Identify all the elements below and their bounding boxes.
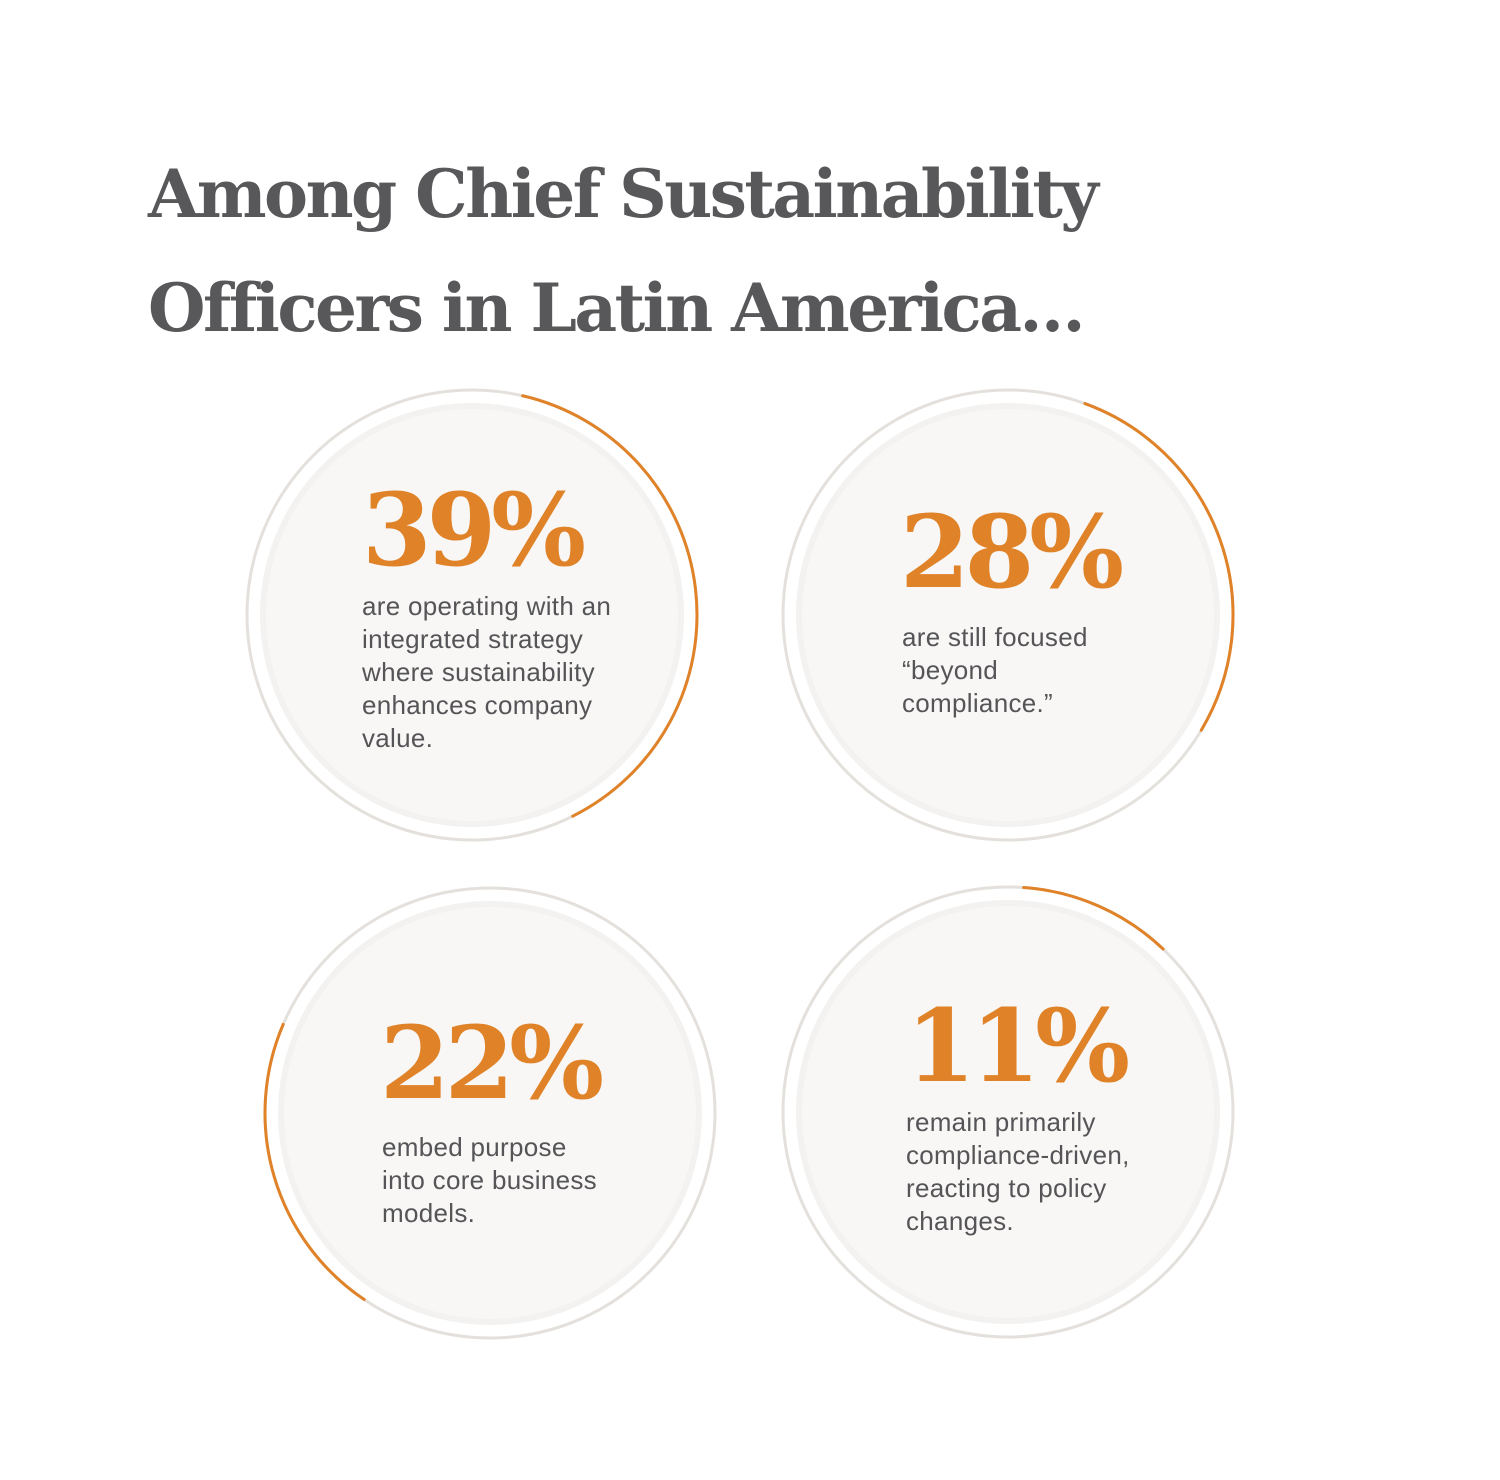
stat-description: embed purpose into core business models. — [382, 1131, 597, 1230]
stat-percent: 39% — [362, 471, 586, 589]
stat-ring-chart — [263, 886, 717, 1340]
stat-description: remain primarily compliance-driven, reac… — [906, 1106, 1130, 1238]
stat-inner-circle — [802, 906, 1214, 1318]
stat-description: are operating with an integrated strateg… — [362, 590, 611, 755]
title-line-1: Among Chief Sustainability — [148, 155, 1099, 233]
stat-description: are still focused “beyond compliance.” — [902, 621, 1088, 720]
stat-value-arc — [521, 394, 699, 818]
stat-description-line: compliance-driven, — [906, 1140, 1130, 1170]
stat-circle-39: 39% are operating with an integrated str… — [242, 385, 702, 845]
stat-description-line: integrated strategy — [362, 624, 584, 654]
stat-description-line: models. — [382, 1198, 476, 1228]
stat-ring-chart — [781, 388, 1235, 842]
stat-circle-11: 11% remain primarily compliance-driven, … — [778, 882, 1238, 1342]
stat-value-arc — [1083, 402, 1235, 732]
stat-value-arc — [263, 1022, 366, 1302]
stat-description-line: enhances company — [362, 690, 593, 720]
stat-ring-chart — [245, 388, 699, 842]
stat-description-line: where sustainability — [362, 657, 595, 687]
stat-track-ring — [781, 885, 1235, 1339]
stat-percent: 28% — [900, 493, 1124, 611]
stat-description-line: are operating with an — [362, 591, 612, 621]
infographic-title: Among Chief Sustainability Officers in L… — [148, 138, 1248, 365]
stat-description-line: embed purpose — [382, 1132, 567, 1162]
stat-inner-circle — [266, 409, 678, 821]
stat-circle-28: 28% are still focused “beyond compliance… — [778, 385, 1238, 845]
stat-inner-circle — [802, 409, 1214, 821]
stat-inner-circle — [284, 907, 696, 1319]
stat-circle-22: 22% embed purpose into core business mod… — [260, 883, 720, 1343]
stat-description-line: are still focused — [902, 622, 1088, 652]
stat-description-line: compliance.” — [902, 688, 1053, 718]
stat-ring-chart — [781, 885, 1235, 1339]
stat-description-line: reacting to policy — [906, 1173, 1107, 1203]
stat-percent: 22% — [380, 1004, 604, 1122]
stat-value-arc — [1022, 886, 1165, 951]
stat-description-line: into core business — [382, 1165, 597, 1195]
stat-description-line: remain primarily — [906, 1107, 1096, 1137]
stat-description-line: value. — [362, 723, 434, 753]
stat-description-line: “beyond — [902, 655, 999, 685]
stat-percent: 11% — [906, 987, 1130, 1105]
stat-description-line: changes. — [906, 1206, 1014, 1236]
title-line-2: Officers in Latin America… — [148, 268, 1086, 347]
